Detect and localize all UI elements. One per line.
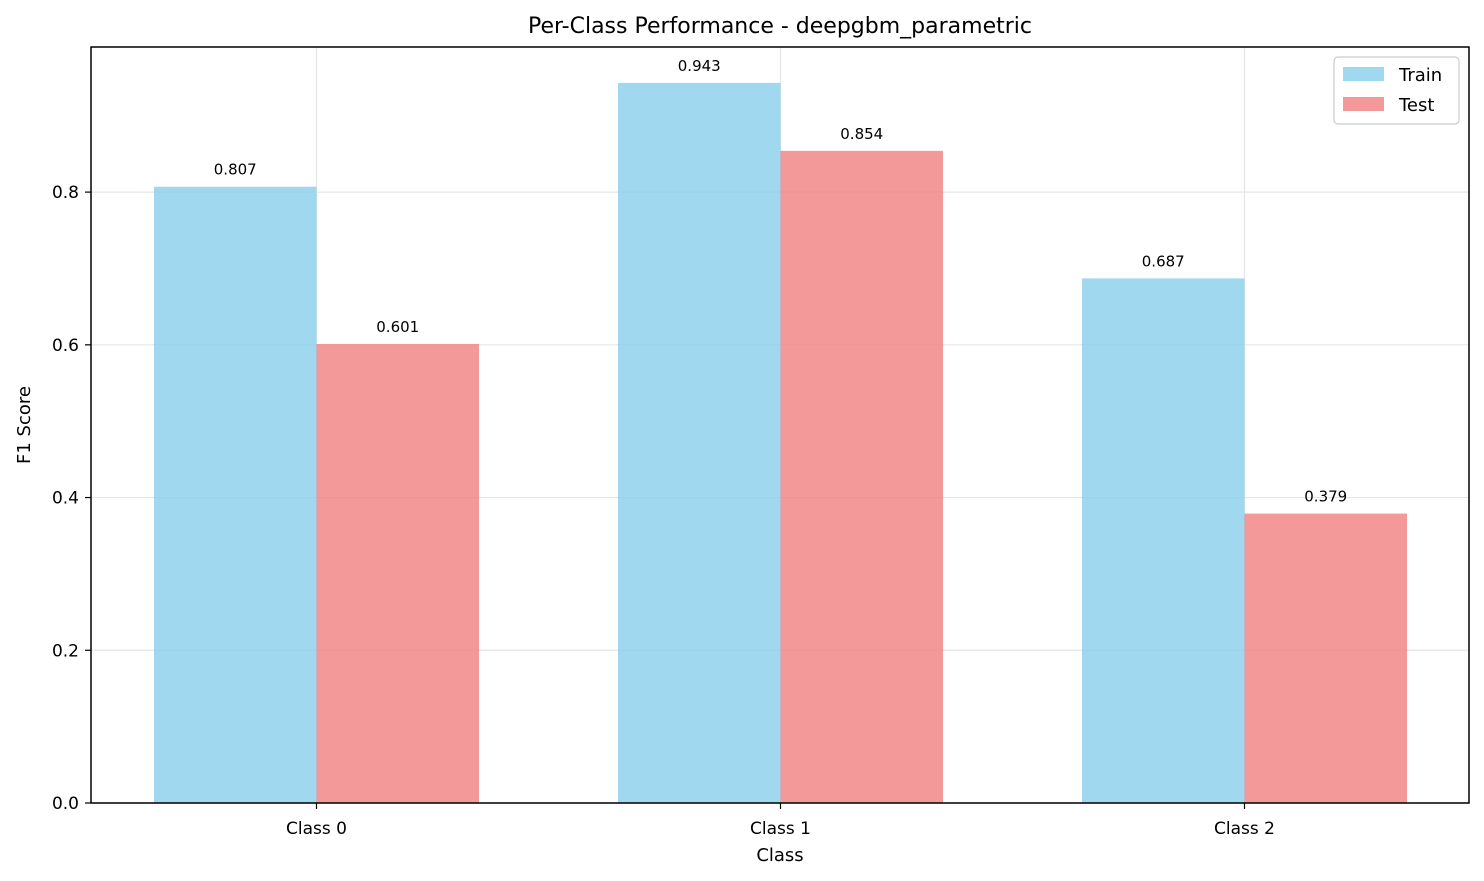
x-tick-label: Class 2 — [1214, 819, 1275, 839]
x-axis-title: Class — [756, 845, 803, 866]
legend: Train Test — [1333, 56, 1460, 125]
x-tick-label: Class 0 — [286, 819, 347, 839]
bar-value-label: 0.601 — [376, 318, 419, 336]
bar-test — [780, 150, 943, 803]
bar-value-label: 0.687 — [1142, 252, 1185, 270]
bar-train — [618, 82, 781, 803]
legend-label-test: Test — [1398, 95, 1434, 116]
legend-swatch-test — [1343, 97, 1384, 111]
bar-train — [1082, 278, 1245, 803]
y-axis-title: F1 Score — [14, 386, 35, 464]
y-tick-label: 0.6 — [52, 336, 79, 356]
y-axis-ticks: 0.0 0.2 0.4 0.6 0.8 — [52, 183, 91, 814]
bar-value-label: 0.807 — [214, 161, 257, 179]
legend-label-train: Train — [1398, 65, 1442, 86]
bar-value-label: 0.854 — [840, 125, 883, 143]
bar-value-labels: 0.807 0.943 0.687 0.601 0.854 0.379 — [214, 57, 1347, 506]
x-axis-ticks: Class 0 Class 1 Class 2 — [286, 803, 1275, 839]
bar-test — [316, 344, 479, 803]
bars — [154, 82, 1407, 803]
bar-value-label: 0.379 — [1304, 488, 1347, 506]
bar-test — [1244, 513, 1407, 803]
bar-train — [154, 186, 317, 803]
y-tick-label: 0.8 — [52, 183, 79, 203]
legend-swatch-train — [1343, 67, 1384, 81]
bar-value-label: 0.943 — [678, 57, 721, 75]
y-tick-label: 0.0 — [52, 794, 79, 814]
chart-title: Per-Class Performance - deepgbm_parametr… — [528, 14, 1032, 39]
x-tick-label: Class 1 — [750, 819, 811, 839]
y-tick-label: 0.4 — [52, 489, 79, 509]
y-tick-label: 0.2 — [52, 641, 79, 661]
